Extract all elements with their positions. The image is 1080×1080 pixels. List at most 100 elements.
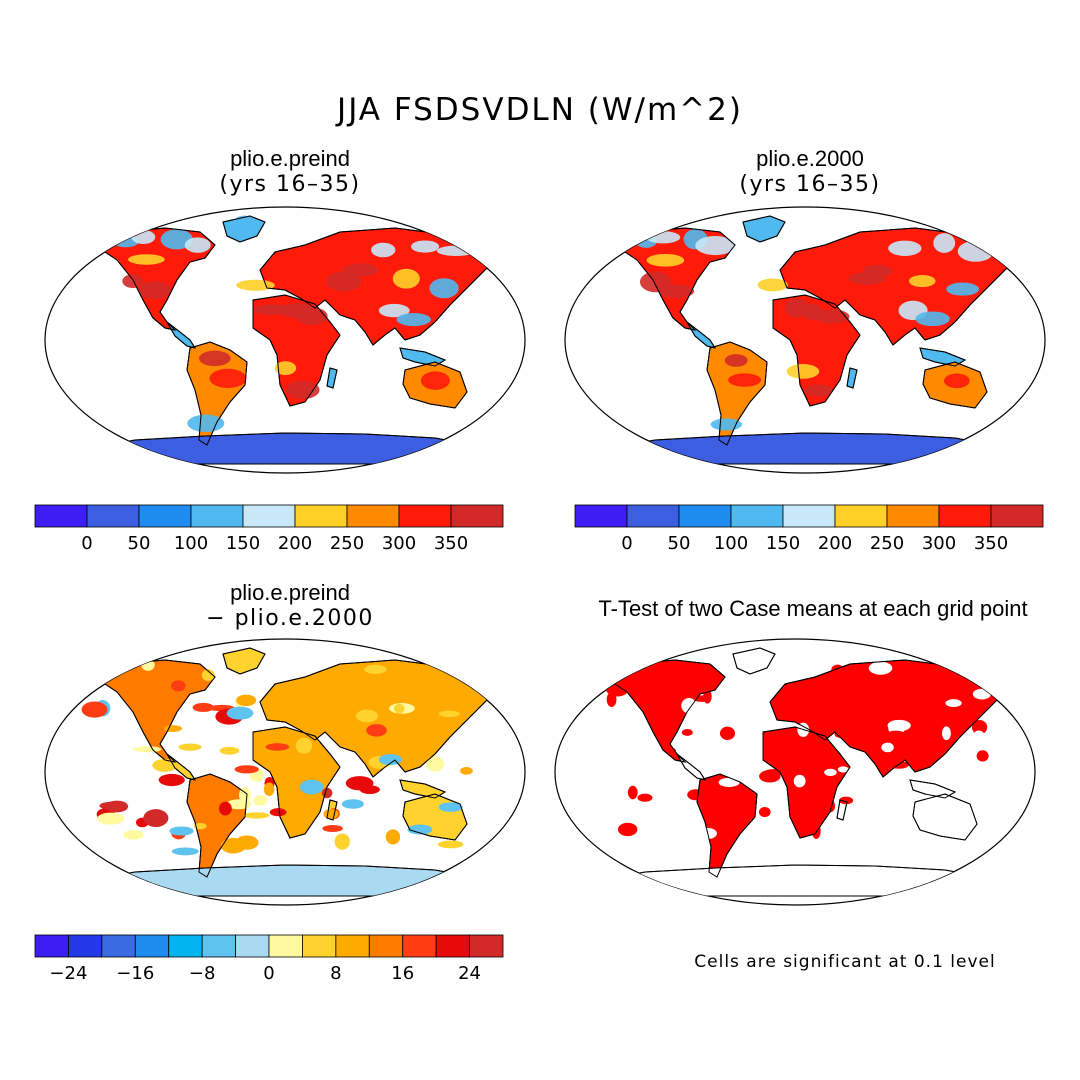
significance-patch bbox=[953, 821, 972, 835]
field-patch bbox=[753, 217, 782, 233]
field-patch bbox=[420, 371, 450, 390]
field-patch bbox=[236, 694, 257, 707]
coastline bbox=[399, 779, 447, 799]
significance-patch bbox=[606, 692, 617, 708]
field-patch bbox=[407, 824, 433, 835]
colorbar-tick-label: 350 bbox=[974, 533, 1008, 554]
significance-patch bbox=[637, 793, 653, 802]
coastline bbox=[186, 773, 248, 878]
field-patch bbox=[326, 271, 362, 292]
colorbar-swatch bbox=[626, 504, 680, 528]
significance-patch bbox=[881, 742, 894, 753]
field-patch bbox=[169, 826, 194, 836]
field-patch bbox=[209, 368, 247, 389]
land-field bbox=[573, 215, 1037, 465]
field-patch bbox=[287, 798, 307, 814]
significance-patch bbox=[971, 720, 988, 735]
colorbar-swatch bbox=[138, 504, 192, 528]
panel3-title: plio.e.preind bbox=[230, 580, 350, 605]
land-field bbox=[563, 647, 1027, 897]
field-patch bbox=[724, 354, 748, 367]
significance-patch bbox=[758, 806, 771, 818]
colorbar-swatch bbox=[235, 934, 270, 958]
field-patch bbox=[163, 725, 182, 733]
colorbar-tick-label: 16 bbox=[391, 963, 414, 984]
colorbar-swatch bbox=[294, 504, 348, 528]
field-patch bbox=[915, 311, 950, 327]
colorbar-swatch bbox=[398, 504, 452, 528]
colorbar-tick-label: 200 bbox=[818, 533, 852, 554]
coastline bbox=[676, 753, 707, 781]
colorbar-tick-label: 8 bbox=[330, 963, 341, 984]
field-patch bbox=[234, 765, 259, 774]
colorbar-swatch bbox=[201, 934, 236, 958]
panel1-subtitle: (yrs 16–35) bbox=[219, 172, 361, 197]
colorbar-swatch bbox=[335, 934, 370, 958]
coastline bbox=[88, 227, 216, 331]
field-patch bbox=[371, 242, 396, 258]
field-patch bbox=[957, 240, 994, 262]
significance-patch bbox=[885, 730, 907, 740]
field-patch bbox=[295, 307, 328, 326]
colorbar-swatch bbox=[346, 504, 400, 528]
field-patch bbox=[659, 284, 695, 298]
significance-patch bbox=[941, 726, 951, 741]
field-patch bbox=[321, 787, 333, 799]
field-patch bbox=[438, 802, 463, 812]
significance-patch bbox=[972, 730, 986, 746]
coastline bbox=[252, 726, 341, 839]
significance-patch bbox=[793, 774, 806, 788]
colorbar-tick-label: −24 bbox=[49, 963, 87, 984]
coastline bbox=[573, 432, 1037, 465]
colorbar-swatch bbox=[990, 504, 1044, 528]
field-patch bbox=[437, 840, 464, 849]
colorbar-swatch bbox=[134, 934, 170, 958]
colorbar-tick-label: 0 bbox=[263, 963, 274, 984]
field-patch bbox=[323, 808, 339, 820]
field-patch bbox=[198, 350, 231, 367]
coastline bbox=[608, 227, 736, 331]
significance-patch bbox=[926, 708, 939, 718]
coastline bbox=[732, 647, 776, 675]
field-patch bbox=[201, 669, 215, 682]
field-patch bbox=[123, 830, 144, 840]
coastline bbox=[166, 753, 197, 781]
field-patch bbox=[295, 737, 313, 754]
field-patch bbox=[334, 833, 350, 850]
field-patch bbox=[100, 660, 121, 678]
field-patch bbox=[232, 215, 258, 236]
field-patch bbox=[158, 773, 185, 787]
field-patch bbox=[710, 418, 742, 431]
significance-patch bbox=[824, 768, 837, 776]
colorbar-swatch bbox=[268, 934, 303, 958]
significance-patch bbox=[811, 823, 821, 839]
field-patch bbox=[460, 766, 473, 775]
colorbar-tick-label: 24 bbox=[458, 963, 481, 984]
field-patch bbox=[192, 702, 215, 712]
significance-patch bbox=[681, 697, 698, 714]
coastline bbox=[762, 726, 851, 839]
significance-patch bbox=[839, 796, 854, 805]
field-patch bbox=[184, 237, 211, 253]
field-patch bbox=[429, 278, 459, 299]
significance-patch bbox=[718, 777, 740, 788]
significance-patch bbox=[976, 750, 989, 762]
coastline bbox=[772, 294, 861, 407]
coastline bbox=[326, 799, 338, 821]
field-patch bbox=[133, 746, 162, 753]
colorbar-swatch bbox=[34, 934, 69, 958]
significance-patch bbox=[616, 669, 626, 676]
panel4-title: T-Test of two Case means at each grid po… bbox=[598, 596, 1028, 621]
significance-patch bbox=[834, 730, 847, 738]
field-patch bbox=[804, 384, 833, 397]
coastline bbox=[922, 361, 988, 409]
coastline bbox=[402, 361, 468, 409]
coastline bbox=[563, 864, 1027, 897]
colorbar-swatch bbox=[730, 504, 784, 528]
field-patch bbox=[226, 799, 252, 810]
field-patch bbox=[75, 681, 96, 692]
significance-patch bbox=[859, 730, 883, 740]
field-patch bbox=[263, 782, 275, 797]
field-patch bbox=[645, 231, 681, 244]
field-patch bbox=[646, 253, 685, 267]
